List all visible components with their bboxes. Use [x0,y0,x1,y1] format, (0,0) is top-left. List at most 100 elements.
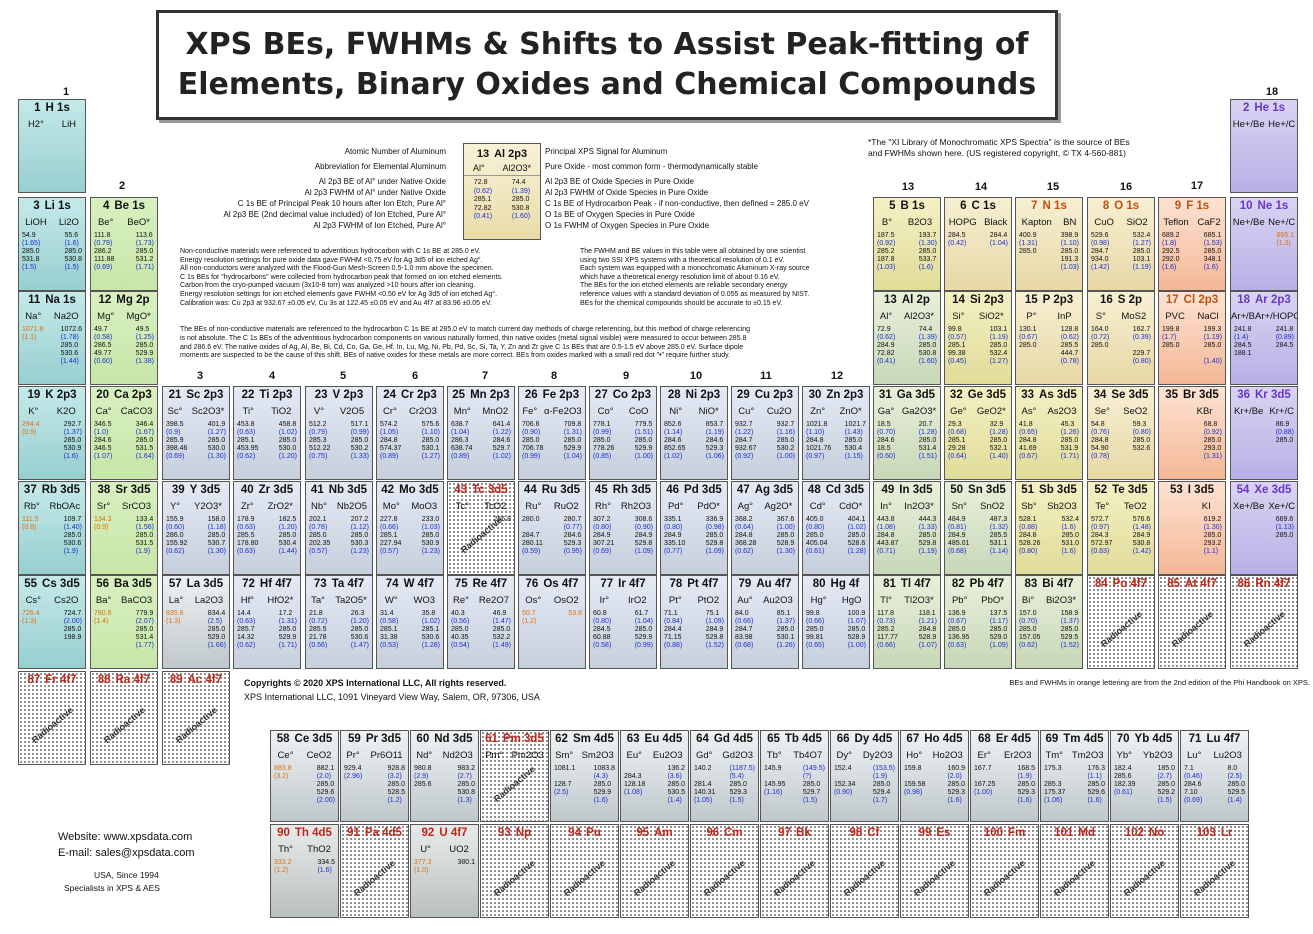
element-cell-3[interactable]: 3 Li 1s LiOH Li2O 54.9 (1.65) 285.0 531.8 (1.5) 5… [18,197,86,291]
element-cell-84[interactable]: 84 Po 4f7 Radioactive [1087,575,1155,669]
element-cell-98[interactable]: 98 Cf Radioactive [830,824,899,918]
element-cell-39[interactable]: 39 Y 3d5 Y° Y2O3* 155.9 (0.60) 286.0 155.92 (0.6… [162,481,230,575]
element-cell-67[interactable]: 67 Ho 4d5 Ho° Ho2O3 159.8 159.58 (0.98) 160.9(… [900,730,969,822]
element-cell-91[interactable]: 91 Pa 4d5 Radioactive [340,824,409,918]
element-cell-72[interactable]: 72 Hf 4f7 Hf° HfO2* 14.4 (0.63) 285.7 14.32 (0.6… [233,575,301,669]
element-cell-12[interactable]: 12 Mg 2p Mg° MgO* 49.7 (0.58) 286.5 49.77 (0.60)… [90,291,158,385]
element-cell-78[interactable]: 78 Pt 4f7 Pt° PtO2 71.1 (0.84) 284.4 71.15 (0.88… [660,575,728,669]
element-cell-42[interactable]: 42 Mo 3d5 Mo° MoO3 227.8 (0.66) 285.1 227.94 (0.… [376,481,444,575]
element-cell-38[interactable]: 38 Sr 3d5 Sr° SrCO3 134.3 (0.9) 133.4 (1.56) 285… [90,481,158,575]
element-cell-55[interactable]: 55 Cs 3d5 Cs° Cs2O 726.4 (1.3) 724.7 (2.00) 285.… [18,575,86,669]
email[interactable]: E-mail: sales@xpsdata.com [58,847,195,859]
element-cell-101[interactable]: 101 Md Radioactive [1040,824,1109,918]
element-cell-51[interactable]: 51 Sb 3d5 Sb° Sb2O3 528.1 (0.88) 284.8 528.26 (0… [1015,481,1083,575]
element-cell-13[interactable]: 13 Al 2p Al° Al2O3* 72.9 (0.62) 284.9 72.82 (0.4… [873,291,941,385]
element-cell-82[interactable]: 82 Pb 4f7 Pb° PbO* 136.9 (0.67) 285.0 136.95 (0.… [944,575,1012,669]
element-cell-92[interactable]: 92 U 4f7 U° UO2 377.3 (1.0) 380.1 [410,824,479,918]
element-cell-23[interactable]: 23 V 2p3 V° V2O5 512.2 (0.79) 285.3 512.22 (0.75… [305,386,373,480]
element-cell-52[interactable]: 52 Te 3d5 Te° TeO2 572.7 (0.97) 284.3 572.97 (0.… [1087,481,1155,575]
element-cell-32[interactable]: 32 Ge 3d5 Ge° GeO2* 29.3 (0.68) 285.1 29.28 (0.6… [944,386,1012,480]
element-cell-59[interactable]: 59 Pr 3d5 Pr° Pr6O11 929.4 (2.96) 928.8 (3.2) 28… [340,730,409,822]
element-cell-100[interactable]: 100 Fm Radioactive [970,824,1039,918]
element-cell-15[interactable]: 15 P 2p3 P° InP 130.1 (0.67) 285.0 128.8 (0.62) 2… [1015,291,1083,385]
element-cell-81[interactable]: 81 Tl 4f7 Tl° Tl2O3* 117.8 (0.73) 285.2 117.77(… [873,575,941,669]
element-cell-99[interactable]: 99 Es Radioactive [900,824,969,918]
element-cell-64[interactable]: 64 Gd 4d5 Gd° Gd2O3 140.2 281.4 140.31 (1.05)(… [690,730,759,822]
element-cell-57[interactable]: 57 La 3d5 La° La2O3 835.8 (1.3) 834.4 (2.5) 285.… [162,575,230,669]
element-cell-88[interactable]: 88 Ra 4f7 Radioactive [90,671,158,765]
element-cell-58[interactable]: 58 Ce 3d5 Ce° CeO2 883.8 (3.2) 882.1 (2.0) 285.0… [270,730,339,822]
element-cell-87[interactable]: 87 Fr 4f7 Radioactive [18,671,86,765]
element-cell-62[interactable]: 62 Sm 4d5 Sm° Sm2O3 1081.1 128.7 (2.5) 1083.8(… [550,730,619,822]
element-cell-18[interactable]: 18 Ar 2p3 Ar+/B Ar+/HOPG 241.8 (1.4) 284.5 188.… [1230,291,1298,385]
element-cell-14[interactable]: 14 Si 2p3 Si° SiO2* 99.8 (0.57) 285.1 99.38 (0.4… [944,291,1012,385]
element-cell-69[interactable]: 69 Tm 4d5 Tm° Tm2O3 175.3 285.3 175.37 (1.06) 1… [1040,730,1109,822]
element-cell-37[interactable]: 37 Rb 3d5 Rb° RbOAc 111.5 (0.8) 109.7 (1.40) 285… [18,481,86,575]
element-cell-85[interactable]: 85 At 4f7 Radioactive [1158,575,1226,669]
element-cell-56[interactable]: 56 Ba 3d5 Ba° BaCO3 780.6 (1.4) 779.9 (2.07) 285… [90,575,158,669]
element-cell-94[interactable]: 94 Pu Radioactive [550,824,619,918]
element-cell-89[interactable]: 89 Ac 4f7 Radioactive [162,671,230,765]
element-cell-24[interactable]: 24 Cr 2p3 Cr° Cr2O3 574.2 (1.05) 284.8 574.37 (0… [376,386,444,480]
element-cell-103[interactable]: 103 Lr Radioactive [1180,824,1249,918]
element-cell-65[interactable]: 65 Tb 4d5 Tb° Tb4O7 145.9 145.95 (1.16) (149.5… [760,730,829,822]
element-cell-43[interactable]: 43 Tc 3d5 Tc° TcO2 256.8 Radioactive [447,481,515,575]
element-cell-77[interactable]: 77 Ir 4f7 Ir° IrO2 60.8 (0.80) 284.5 60.88 (0.58… [589,575,657,669]
element-cell-96[interactable]: 96 Cm Radioactive [690,824,759,918]
element-cell-28[interactable]: 28 Ni 2p3 Ni° NiO* 852.6 (1.14) 284.6 852.65 (1.… [660,386,728,480]
element-cell-11[interactable]: 11 Na 1s Na° Na2O 1071.8 (1.1) 1072.6 (1.78) 285… [18,291,86,385]
element-cell-68[interactable]: 68 Er 4d5 Er° Er2O3 167.7 167.25 (1.00) 168.5(… [970,730,1039,822]
element-cell-80[interactable]: 80 Hg 4f Hg° HgO 99.8 (0.66) 285.0 99.81 (0.65) 1… [802,575,870,669]
element-cell-29[interactable]: 29 Cu 2p3 Cu° Cu2O 932.7 (1.22) 284.7 932.67 (0.… [731,386,799,480]
element-cell-73[interactable]: 73 Ta 4f7 Ta° Ta2O5* 21.8 (0.72) 285.5 21.78 (0.… [305,575,373,669]
element-cell-79[interactable]: 79 Au 4f7 Au° Au2O3 84.0 (0.66) 284.7 83.98 (0.6… [731,575,799,669]
element-cell-41[interactable]: 41 Nb 3d5 Nb° Nb2O5 202.1 (0.78) 285.0 202.35 (0… [305,481,373,575]
element-cell-19[interactable]: 19 K 2p3 K° K2O 294.4 (0.9) 292.7 (1.37) 285.0 53… [18,386,86,480]
element-cell-46[interactable]: 46 Pd 3d5 Pd° PdO* 335.1 (0.80) 284.9 335.10 (0.… [660,481,728,575]
element-cell-97[interactable]: 97 Bk Radioactive [760,824,829,918]
element-cell-48[interactable]: 48 Cd 3d5 Cd° CdO* 405.0 (0.80) 285.0 405.04 (0.… [802,481,870,575]
element-cell-33[interactable]: 33 As 3d5 As° As2O3 41.8 (0.65) 284.8 41.69 (0.6… [1015,386,1083,480]
element-cell-90[interactable]: 90 Th 4d5 Th° ThO2 333.2 (1.2) 334.5 (1.6) [270,824,339,918]
element-cell-63[interactable]: 63 Eu 4d5 Eu° Eu2O3 284.3 128.18 (1.08) 136.2(… [620,730,689,822]
element-cell-25[interactable]: 25 Mn 2p3 Mn° MnO2 638.7 (1.04) 286.3 638.74 (0.… [447,386,515,480]
element-cell-16[interactable]: 16 S 2p S° MoS2 164.0 (0.72) 285.0 162.7 (0.39) … [1087,291,1155,385]
element-cell-47[interactable]: 47 Ag 3d5 Ag° Ag2O* 368.2 (0.64) 284.8 368.28 (0… [731,481,799,575]
element-cell-31[interactable]: 31 Ga 3d5 Ga° Ga2O3* 18.5 (0.70) 284.6 18.5 (0.6… [873,386,941,480]
element-cell-26[interactable]: 26 Fe 2p3 Fe° α-Fe2O3 706.6 (0.90) 285.0 706.78… [518,386,586,480]
element-cell-54[interactable]: 54 Xe 3d5 Xe+/Be Xe+/C 669.6 (1.13) 285.0 [1230,481,1298,575]
element-cell-45[interactable]: 45 Rh 3d5 Rh° Rh2O3 307.2 (0.80) 284.9 307.21 (0… [589,481,657,575]
element-cell-20[interactable]: 20 Ca 2p3 Ca° CaCO3 346.5 (1.0) 284.6 346.5 (1.0… [90,386,158,480]
element-cell-27[interactable]: 27 Co 2p3 Co° CoO 778.1 (0.99) 285.0 778.26 (0.8… [589,386,657,480]
element-cell-50[interactable]: 50 Sn 3d5 Sn° SnO2 484.9 (0.81) 284.9 485.01 (0.… [944,481,1012,575]
element-cell-4[interactable]: 4 Be 1s Be° BeO* 111.8 (0.79) 286.2 111.88 (0.69… [90,197,158,291]
element-cell-49[interactable]: 49 In 3d5 In° In2O3* 443.8 (1.08) 284.8 443.87(… [873,481,941,575]
element-cell-60[interactable]: 60 Nd 3d5 Nd° Nd2O3 980.8 (2.9) 285.6 983.2 (2.7… [410,730,479,822]
website[interactable]: Website: www.xpsdata.com [58,831,193,843]
element-cell-74[interactable]: 74 W 4f7 W° WO3 31.4 (0.58) 285.1 31.38 (0.53) 35… [376,575,444,669]
element-cell-2[interactable]: 2 He 1s He+/Be He+/C [1230,99,1298,193]
element-cell-102[interactable]: 102 No Radioactive [1110,824,1179,918]
element-cell-86[interactable]: 86 Rn 4f7 Radioactive [1230,575,1298,669]
element-cell-21[interactable]: 21 Sc 2p3 Sc° Sc2O3* 398.5 (0.9) 285.9 398.46 (0… [162,386,230,480]
element-cell-34[interactable]: 34 Se 3d5 Se° SeO2 54.8 (0.76) 284.8 54.90 (0.78… [1087,386,1155,480]
element-cell-10[interactable]: 10 Ne 1s Ne+/Be Ne+/C 865.1 (1.3) [1230,197,1298,291]
element-cell-53[interactable]: 53 I 3d5 KI 619.2 (1.30) 285.0 293.2 (1.1) [1158,481,1226,575]
element-cell-75[interactable]: 75 Re 4f7 Re° Re2O7 40.3 (0.56) 285.0 40.35 (0.5… [447,575,515,669]
element-cell-22[interactable]: 22 Ti 2p3 Ti° TiO2 453.8 (0.63) 285.1 453.95 (0.… [233,386,301,480]
element-cell-66[interactable]: 66 Dy 4d5 Dy° Dy2O3 152.4 152.34 (0.90) (153.5… [830,730,899,822]
element-cell-95[interactable]: 95 Am Radioactive [620,824,689,918]
element-cell-36[interactable]: 36 Kr 3d5 Kr+/Be Kr+/C 86.9 (0.88) 285.0 [1230,386,1298,480]
element-cell-40[interactable]: 40 Zr 3d5 Zr° ZrO2* 178.9 (0.63) 285.5 178.80 (0… [233,481,301,575]
element-cell-71[interactable]: 71 Lu 4f7 Lu° Lu2O3 7.1 (0.46) 284.6 7.10 (0.69)… [1180,730,1249,822]
element-cell-76[interactable]: 76 Os 4f7 Os° OsO2 50.7 (1.2) 53.8 [518,575,586,669]
element-cell-70[interactable]: 70 Yb 4d5 Yb° Yb2O3 182.4 285.6 182.39 (0.61) 18… [1110,730,1179,822]
element-cell-83[interactable]: 83 Bi 4f7 Bi° Bi2O3* 157.0 (0.70) 285.0 157.05(… [1015,575,1083,669]
element-cell-30[interactable]: 30 Zn 2p3 Zn° ZnO* 1021.8 (1.10) 284.8 1021.76(… [802,386,870,480]
element-cell-44[interactable]: 44 Ru 3d5 Ru° RuO2 280.0 284.7 280.11 (0.59) 28… [518,481,586,575]
